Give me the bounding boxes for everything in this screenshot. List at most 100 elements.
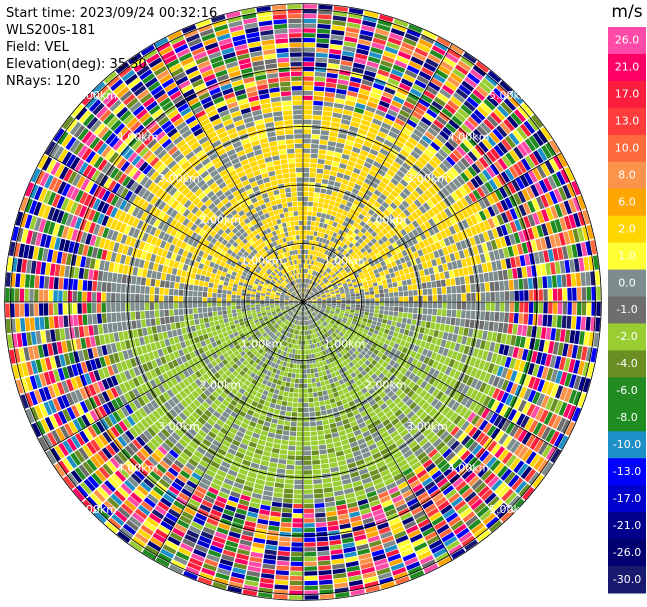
velocity-cell — [311, 134, 320, 140]
velocity-cell — [343, 41, 357, 48]
velocity-cell — [387, 109, 398, 118]
start-time-text: Start time: 2023/09/24 00:32:16 — [6, 6, 218, 21]
velocity-cell — [303, 28, 316, 33]
velocity-cell — [430, 123, 441, 133]
velocity-cell — [428, 104, 441, 115]
velocity-cell — [354, 107, 365, 114]
velocity-cell — [344, 36, 358, 43]
velocity-cell — [304, 293, 307, 298]
velocity-cell — [427, 53, 441, 64]
velocity-cell — [319, 269, 324, 274]
velocity-cell — [328, 180, 335, 186]
velocity-cell — [315, 57, 328, 63]
velocity-cell — [342, 45, 356, 53]
velocity-cell — [348, 236, 354, 242]
velocity-cell — [303, 139, 311, 144]
velocity-cell — [348, 208, 356, 215]
velocity-cell — [303, 158, 310, 163]
velocity-cell — [349, 81, 361, 88]
velocity-cell — [380, 95, 392, 104]
velocity-cell — [416, 43, 431, 53]
velocity-cell — [380, 60, 393, 68]
velocity-cell — [314, 81, 325, 87]
velocity-cell — [400, 78, 413, 88]
velocity-cell — [313, 282, 317, 287]
velocity-cell — [363, 194, 371, 201]
velocity-cell — [315, 221, 320, 227]
velocity-cell — [328, 220, 334, 226]
velocity-cell — [340, 199, 348, 206]
velocity-cell — [324, 260, 329, 266]
velocity-cell — [410, 133, 421, 142]
velocity-cell — [319, 144, 327, 150]
velocity-cell — [325, 82, 337, 88]
velocity-cell — [342, 194, 350, 201]
velocity-cell — [357, 93, 369, 101]
velocity-cell — [303, 182, 309, 187]
velocity-cell — [365, 212, 372, 220]
velocity-cell — [406, 65, 420, 75]
velocity-cell — [317, 159, 325, 165]
velocity-cell — [422, 30, 437, 40]
velocity-cell — [324, 160, 333, 166]
velocity-cell — [303, 134, 311, 139]
velocity-cell — [324, 249, 329, 255]
velocity-cell — [331, 248, 337, 254]
velocity-cell — [372, 161, 382, 169]
velocity-cell — [320, 135, 329, 141]
velocity-cell — [328, 263, 333, 269]
velocity-cell — [335, 93, 346, 100]
velocity-cell — [303, 13, 317, 19]
velocity-cell — [360, 84, 372, 92]
velocity-cell — [348, 12, 363, 20]
velocity-cell — [423, 112, 435, 123]
velocity-cell — [311, 144, 319, 149]
velocity-cell — [322, 208, 328, 214]
velocity-cell — [333, 5, 348, 12]
velocity-cell — [337, 192, 344, 199]
velocity-cell — [368, 96, 380, 104]
velocity-cell — [321, 120, 331, 126]
velocity-cell — [384, 86, 396, 95]
velocity-cell — [324, 199, 330, 205]
velocity-cell — [388, 131, 399, 139]
velocity-cell — [330, 170, 337, 177]
velocity-cell — [326, 72, 338, 79]
velocity-cell — [311, 245, 315, 251]
velocity-cell — [335, 212, 342, 219]
velocity-cell — [421, 135, 432, 145]
velocity-cell — [369, 148, 379, 156]
velocity-cell — [303, 244, 306, 250]
velocity-cell — [429, 49, 444, 60]
velocity-cell — [358, 128, 368, 136]
velocity-cell — [316, 278, 320, 283]
velocity-cell — [331, 117, 341, 123]
elevation-text: Elevation(deg): 35.30 — [6, 57, 147, 72]
velocity-cell — [313, 105, 323, 111]
velocity-cell — [339, 241, 345, 248]
velocity-cell — [303, 71, 314, 77]
velocity-cell — [332, 15, 347, 22]
velocity-cell — [346, 135, 356, 142]
velocity-cell — [357, 43, 370, 51]
velocity-cell — [363, 161, 372, 169]
velocity-cell — [387, 77, 400, 87]
velocity-cell — [375, 135, 385, 143]
velocity-cell — [398, 82, 411, 92]
velocity-cell — [333, 156, 341, 163]
velocity-cell — [362, 114, 373, 122]
velocity-cell — [325, 155, 334, 161]
velocity-cell — [389, 104, 400, 113]
velocity-cell — [320, 275, 324, 280]
velocity-cell — [327, 256, 332, 262]
velocity-cell — [303, 86, 314, 91]
velocity-cell — [372, 82, 385, 91]
velocity-cell — [323, 169, 331, 175]
velocity-cell — [305, 294, 309, 299]
velocity-cell — [385, 113, 396, 122]
velocity-cell — [352, 146, 361, 154]
velocity-cell — [332, 161, 340, 167]
velocity-cell — [311, 286, 315, 291]
velocity-cell — [418, 120, 429, 131]
velocity-cell — [423, 90, 436, 100]
